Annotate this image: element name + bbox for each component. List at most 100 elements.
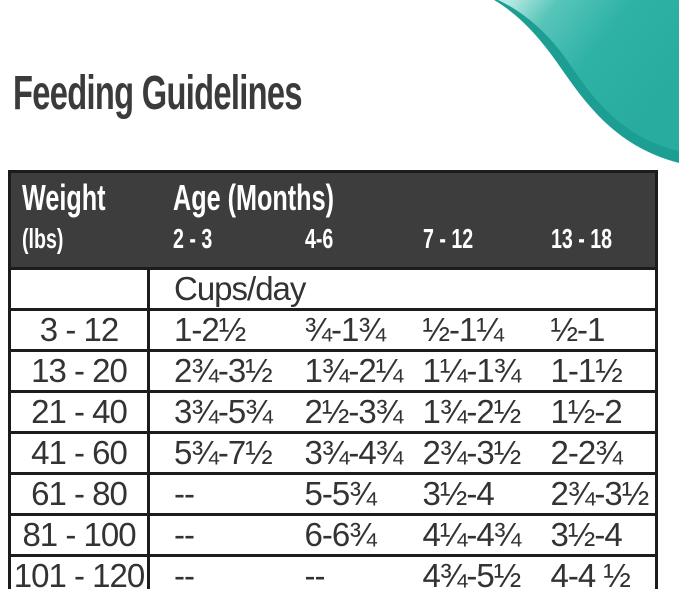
cups-cell: 1¾-2½: [398, 390, 527, 433]
units-row: Cups/day: [9, 267, 657, 310]
cups-value: --: [174, 557, 195, 589]
cups-value: 3¾-4¾: [304, 434, 404, 471]
table-row: 101 - 120 -- -- 4¾-5½ 4-4 ½: [9, 554, 657, 589]
cups-cell: ¾-1¾: [280, 308, 399, 351]
cups-cell: 2¾-3½: [526, 472, 657, 515]
weight-cell: 81 - 100: [9, 513, 150, 556]
page-title: Feeding Guidelines: [13, 66, 438, 121]
cups-cell: 1½-2: [526, 390, 657, 433]
cups-value: --: [174, 475, 195, 512]
cups-value: --: [174, 516, 195, 553]
table-row: 3 - 12 1-2½ ¾-1¾ ½-1¼ ½-1: [9, 308, 657, 351]
weight-cell: 3 - 12: [9, 308, 150, 351]
header-row-sub: (lbs) 2 - 3 4-6 7 - 12 13 - 18: [9, 223, 657, 269]
cups-value: ½-1: [550, 311, 606, 348]
swoosh-dark-rim: [494, 0, 679, 163]
cups-value: 4-4 ½: [550, 557, 631, 589]
weight-header-cell: Weight: [9, 171, 149, 223]
cups-value: 2-2¾: [550, 434, 623, 471]
cups-value: --: [304, 557, 326, 589]
cups-cell: 2-2¾: [526, 431, 657, 474]
age-col-header-4-6: 4-6: [280, 223, 399, 269]
cups-cell: 3¾-5¾: [148, 390, 281, 433]
cups-cell: --: [148, 513, 281, 556]
cups-value: 4¾-5½: [422, 557, 522, 589]
cups-cell: 1¼-1¾: [398, 349, 527, 392]
cups-cell: 2¾-3½: [148, 349, 281, 392]
cups-cell: 1-1½: [526, 349, 657, 392]
cups-value: 5-5¾: [304, 475, 377, 512]
age-group-label: Age (Months): [172, 177, 334, 218]
cups-value: 6-6¾: [304, 516, 377, 553]
cups-cell: --: [280, 554, 399, 589]
weight-value: 81 - 100: [22, 516, 136, 553]
weight-unit-label: (lbs): [22, 223, 64, 254]
cups-cell: 3½-4: [398, 472, 527, 515]
cups-cell: 1-2½: [148, 308, 281, 351]
weight-value: 101 - 120: [13, 557, 145, 589]
cups-cell: 5¾-7½: [148, 431, 281, 474]
cups-cell: 3½-4: [526, 513, 657, 556]
age-col-header-7-12: 7 - 12: [398, 223, 527, 269]
cups-cell: 1¾-2¼: [280, 349, 403, 392]
feeding-guidelines-table: Weight Age (Months) (lbs) 2 - 3 4-6 7 - …: [8, 170, 659, 589]
weight-cell: 101 - 120: [9, 554, 150, 589]
units-row-empty-cell: [9, 267, 150, 310]
table-header: Weight Age (Months) (lbs) 2 - 3 4-6 7 - …: [9, 171, 657, 269]
weight-value: 21 - 40: [31, 393, 128, 430]
cups-value: 3½-4: [550, 516, 623, 553]
cups-value: 1¾-2¼: [304, 352, 404, 389]
age-col-label: 7 - 12: [422, 223, 473, 254]
cups-cell: --: [148, 472, 281, 515]
cups-value: ½-1¼: [422, 311, 504, 348]
units-label-cell: Cups/day: [148, 267, 657, 310]
weight-value: 13 - 20: [31, 352, 128, 389]
cups-value: 2¾-3½: [550, 475, 650, 512]
cups-cell: 4¾-5½: [398, 554, 527, 589]
cups-cell: ½-1: [526, 308, 657, 351]
cups-value: 3½-4: [422, 475, 495, 512]
weight-cell: 21 - 40: [9, 390, 150, 433]
cups-value: 2½-3¾: [304, 393, 404, 430]
weight-value: 61 - 80: [31, 475, 128, 512]
cups-cell: 2¾-3½: [398, 431, 527, 474]
page-title-text: Feeding Guidelines: [13, 67, 302, 120]
cups-cell: 5-5¾: [280, 472, 399, 515]
table-row: 41 - 60 5¾-7½ 3¾-4¾ 2¾-3½ 2-2¾: [9, 431, 657, 474]
cups-value: 1-1½: [550, 352, 623, 389]
weight-value: 41 - 60: [31, 434, 128, 471]
cups-value: 1-2½: [174, 311, 246, 348]
weight-cell: 61 - 80: [9, 472, 150, 515]
cups-value: 4¼-4¾: [422, 516, 522, 553]
cups-cell: 4¼-4¾: [398, 513, 527, 556]
weight-value: 3 - 12: [39, 311, 119, 348]
cups-value: 5¾-7½: [174, 434, 273, 471]
cups-cell: 3¾-4¾: [280, 431, 403, 474]
units-label: Cups/day: [174, 270, 306, 307]
age-col-header-2-3: 2 - 3: [148, 223, 281, 269]
table-row: 13 - 20 2¾-3½ 1¾-2¼ 1¼-1¾ 1-1½: [9, 349, 657, 392]
age-col-label: 4-6: [304, 223, 333, 254]
weight-cell: 13 - 20: [9, 349, 150, 392]
cups-value: 2¾-3½: [422, 434, 522, 471]
swoosh-main-shape: [498, 0, 679, 151]
cups-value: 1¼-1¾: [422, 352, 522, 389]
cups-cell: 4-4 ½: [526, 554, 657, 589]
cups-cell: 2½-3¾: [280, 390, 403, 433]
age-col-header-13-18: 13 - 18: [526, 223, 657, 269]
cups-value: ¾-1¾: [304, 311, 386, 348]
weight-unit-cell: (lbs): [9, 223, 149, 269]
cups-cell: --: [148, 554, 281, 589]
age-col-label: 2 - 3: [172, 223, 212, 254]
cups-value: 3¾-5¾: [174, 393, 273, 430]
weight-header-label: Weight: [22, 177, 106, 218]
age-group-header-cell: Age (Months): [148, 171, 657, 223]
cups-cell: ½-1¼: [398, 308, 527, 351]
age-col-label: 13 - 18: [550, 223, 612, 254]
table-row: 61 - 80 -- 5-5¾ 3½-4 2¾-3½: [9, 472, 657, 515]
cups-cell: 6-6¾: [280, 513, 399, 556]
table-row: 21 - 40 3¾-5¾ 2½-3¾ 1¾-2½ 1½-2: [9, 390, 657, 433]
cups-value: 1½-2: [550, 393, 623, 430]
weight-cell: 41 - 60: [9, 431, 150, 474]
